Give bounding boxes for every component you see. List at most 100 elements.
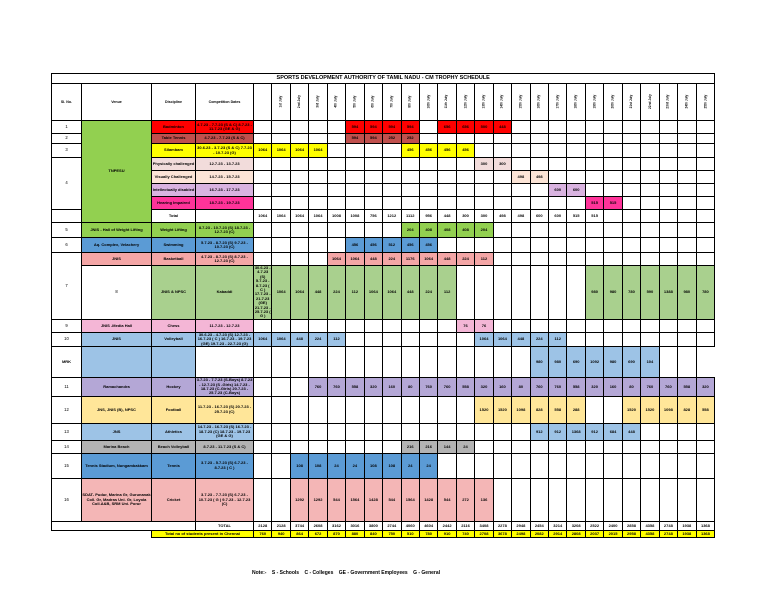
schedule-cell: 1064 <box>252 143 273 158</box>
header-venue: Venue <box>81 83 152 121</box>
footer-cell: 760 <box>252 529 273 539</box>
schedule-cell: 498 <box>529 170 550 184</box>
schedule-cell <box>271 395 291 424</box>
schedule-cell <box>289 252 310 266</box>
schedule-cell: 1064 <box>252 331 273 348</box>
discipline-cell <box>81 346 152 379</box>
schedule-cell <box>345 346 365 379</box>
schedule-cell: 448 <box>289 331 310 348</box>
discipline-cell: Badminton <box>151 120 196 134</box>
schedule-cell <box>677 143 697 158</box>
footer-cell: 1938 <box>677 529 697 539</box>
schedule-cell: 1098 <box>658 395 679 424</box>
day-header-label: 4th July <box>333 95 338 109</box>
schedule-cell: 980 <box>603 346 623 379</box>
schedule-cell: 320 <box>695 377 716 397</box>
schedule-cell <box>252 477 273 522</box>
total-cell: 2608 <box>308 520 328 531</box>
day-header: 16th July <box>529 83 550 121</box>
schedule-cell <box>271 170 291 184</box>
schedule-cell <box>677 133 697 144</box>
schedule-cell <box>326 170 347 184</box>
total-cell: 4358 <box>640 520 660 531</box>
footer-cell: 740 <box>455 529 476 539</box>
schedule-cell <box>677 331 697 348</box>
schedule-cell <box>511 157 531 171</box>
schedule-cell <box>308 346 328 379</box>
total-cell: 3208 <box>566 520 586 531</box>
schedule-cell <box>492 222 513 238</box>
footer-cell: 870 <box>326 529 347 539</box>
day-header-label: 21st July <box>628 95 633 109</box>
schedule-cell: 224 <box>308 331 328 348</box>
schedule-cell <box>326 222 347 238</box>
schedule-cell <box>511 265 531 320</box>
schedule-cell <box>363 157 384 171</box>
schedule-cell: 1064 <box>326 252 347 266</box>
schedule-cell <box>382 157 402 171</box>
schedule-cell <box>547 452 568 479</box>
schedule-cell <box>437 237 457 253</box>
schedule-cell <box>603 222 623 238</box>
schedule-cell <box>566 318 586 333</box>
schedule-cell: 912 <box>547 422 568 441</box>
total-cell: 3744 <box>289 520 310 531</box>
day-header: 20th July <box>603 83 623 121</box>
schedule-cell: 448 <box>621 422 642 441</box>
total-cell: 3162 <box>326 520 347 531</box>
sl-no-cell: 7 <box>51 252 82 320</box>
schedule-cell: 600 <box>547 209 568 223</box>
schedule-cell <box>511 133 531 144</box>
schedule-cell: 1064 <box>271 265 291 320</box>
schedule-cell <box>455 331 476 348</box>
schedule-cell <box>584 318 605 333</box>
schedule-cell <box>382 395 402 424</box>
schedule-cell <box>658 183 679 197</box>
dates-cell: 12.7.23 - 13.7.23 <box>195 157 254 171</box>
schedule-cell <box>271 439 291 454</box>
schedule-cell <box>326 237 347 253</box>
schedule-cell: 980 <box>529 346 550 379</box>
dates-cell: 30.6.23 - 4.7.23 (S) 12.7.23 - 16.7.23 (… <box>195 331 254 348</box>
schedule-cell: 300 <box>455 209 476 223</box>
day-header: 3rd July <box>308 83 328 121</box>
schedule-cell <box>621 143 642 158</box>
schedule-cell <box>640 439 660 454</box>
schedule-cell: 408 <box>437 222 457 238</box>
schedule-cell <box>603 395 623 424</box>
schedule-cell <box>621 170 642 184</box>
schedule-cell <box>418 120 439 134</box>
dates-cell: 4.7.23 - 8.7.23 (S) 8.7.23 - 12.7.23 (C) <box>195 252 254 266</box>
schedule-cell <box>621 237 642 253</box>
schedule-cell <box>621 196 642 210</box>
schedule-cell <box>621 133 642 144</box>
schedule-cell <box>289 377 310 397</box>
schedule-cell <box>640 196 660 210</box>
schedule-cell <box>566 265 586 320</box>
schedule-cell <box>363 318 384 333</box>
schedule-cell <box>326 157 347 171</box>
note-item-general: G - General <box>413 570 441 576</box>
footer-cell: 2748 <box>658 529 679 539</box>
schedule-cell <box>455 265 476 320</box>
schedule-cell <box>308 439 328 454</box>
schedule-cell <box>437 422 457 441</box>
schedule-cell: 1520 <box>640 395 660 424</box>
schedule-cell <box>326 422 347 441</box>
schedule-cell <box>511 183 531 197</box>
dates-cell: 16.7.23 - 17.7.23 <box>195 183 254 197</box>
schedule-cell <box>584 170 605 184</box>
schedule-cell <box>492 422 513 441</box>
schedule-cell <box>547 439 568 454</box>
schedule-cell <box>621 120 642 134</box>
schedule-cell <box>252 133 273 144</box>
schedule-cell <box>492 252 513 266</box>
schedule-cell: 160 <box>492 377 513 397</box>
schedule-cell: 456 <box>437 143 457 158</box>
total-cell: 3214 <box>547 520 568 531</box>
schedule-cell: 1564 <box>400 477 420 522</box>
dates-cell: 3.7.23 - 5.7.23 (S) 6.7.23 - 8.7.23 ( C … <box>195 452 254 479</box>
schedule-cell <box>621 318 642 333</box>
schedule-cell <box>252 346 273 379</box>
schedule-cell: 828 <box>529 395 550 424</box>
